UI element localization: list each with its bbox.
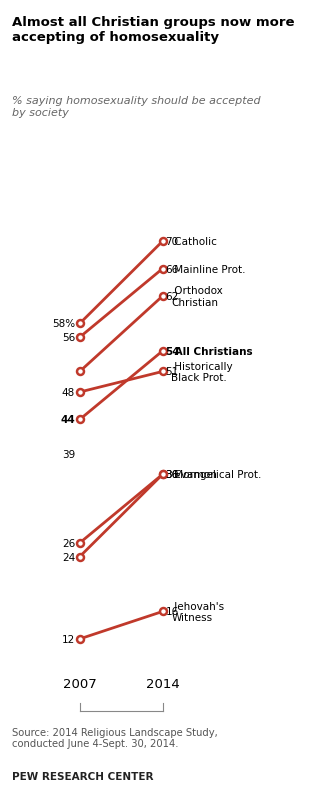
Text: 26: 26 <box>62 538 75 548</box>
Text: 36: 36 <box>166 470 179 479</box>
Text: % saying homosexuality should be accepted
by society: % saying homosexuality should be accepte… <box>12 96 261 118</box>
Text: 66: 66 <box>166 264 179 275</box>
Text: 24: 24 <box>62 552 75 562</box>
Text: 54: 54 <box>166 346 180 357</box>
Text: Catholic: Catholic <box>171 237 217 247</box>
Text: 39: 39 <box>62 449 75 459</box>
Text: Jehovah's
Witness: Jehovah's Witness <box>171 601 225 622</box>
Text: Historically
Black Prot.: Historically Black Prot. <box>171 361 233 383</box>
Text: 16: 16 <box>166 607 179 617</box>
Text: 70: 70 <box>166 237 179 247</box>
Text: 58%: 58% <box>52 319 75 329</box>
Text: 44: 44 <box>60 415 75 425</box>
Text: PEW RESEARCH CENTER: PEW RESEARCH CENTER <box>12 771 154 781</box>
Text: 36: 36 <box>166 470 179 479</box>
Text: Evangelical Prot.: Evangelical Prot. <box>171 470 262 479</box>
Text: Mormon: Mormon <box>171 470 217 479</box>
Text: 56: 56 <box>62 332 75 343</box>
Text: All Christians: All Christians <box>171 346 253 357</box>
Text: Almost all Christian groups now more
accepting of homosexuality: Almost all Christian groups now more acc… <box>12 16 295 44</box>
Text: 48: 48 <box>62 388 75 397</box>
Text: Orthodox
Christian: Orthodox Christian <box>171 286 223 308</box>
Text: 51: 51 <box>166 367 179 377</box>
Text: Source: 2014 Religious Landscape Study,
conducted June 4-Sept. 30, 2014.: Source: 2014 Religious Landscape Study, … <box>12 727 218 748</box>
Text: 12: 12 <box>62 634 75 644</box>
Text: 62: 62 <box>166 291 179 302</box>
Text: Mainline Prot.: Mainline Prot. <box>171 264 246 275</box>
